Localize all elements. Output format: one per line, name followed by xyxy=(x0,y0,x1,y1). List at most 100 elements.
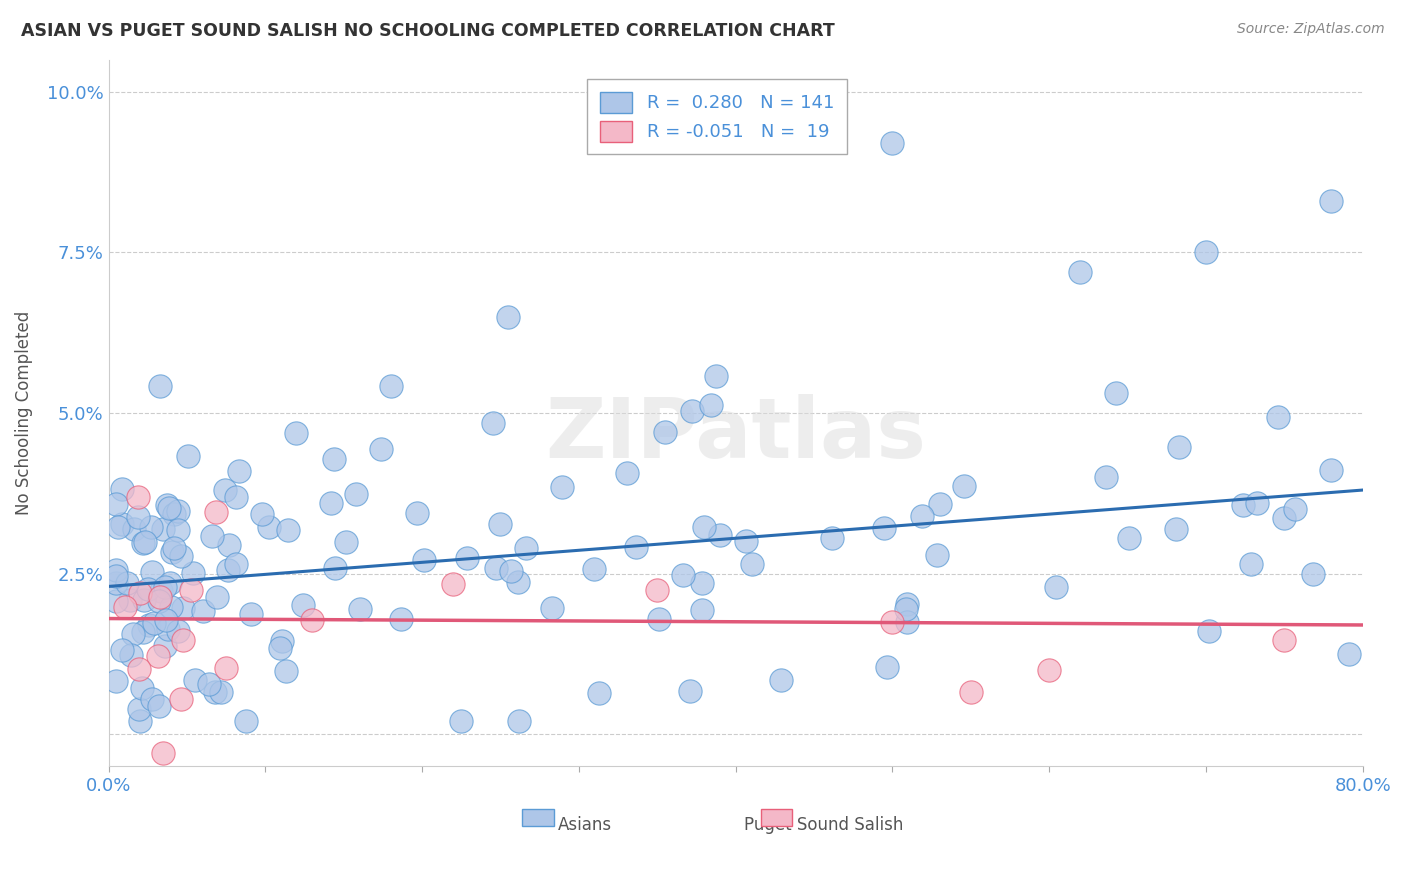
Text: Puget Sound Salish: Puget Sound Salish xyxy=(744,816,903,834)
Point xyxy=(679,684,702,698)
Point xyxy=(1320,194,1343,208)
Point xyxy=(344,486,367,500)
Point xyxy=(105,564,128,578)
Point xyxy=(624,540,647,554)
Point xyxy=(882,136,904,150)
FancyBboxPatch shape xyxy=(523,809,554,826)
Point xyxy=(128,702,150,716)
Point xyxy=(1272,632,1295,647)
Point xyxy=(141,692,163,706)
Point xyxy=(163,541,186,555)
Point xyxy=(1246,496,1268,510)
Point xyxy=(269,641,291,656)
Point xyxy=(127,509,149,524)
Point xyxy=(191,603,214,617)
Point xyxy=(132,593,155,607)
Point xyxy=(228,464,250,478)
Point xyxy=(1118,531,1140,545)
Text: Source: ZipAtlas.com: Source: ZipAtlas.com xyxy=(1237,22,1385,37)
Point xyxy=(1095,470,1118,484)
Point xyxy=(111,517,134,532)
Point xyxy=(896,602,918,616)
Point xyxy=(214,483,236,497)
Point xyxy=(225,557,247,571)
Point xyxy=(441,576,464,591)
Point xyxy=(170,691,193,706)
Point xyxy=(700,398,723,412)
Point xyxy=(323,560,346,574)
Point xyxy=(105,593,128,607)
Point xyxy=(1302,566,1324,581)
Point xyxy=(1337,647,1360,661)
Point xyxy=(959,684,981,698)
Point xyxy=(277,524,299,538)
Point xyxy=(114,599,136,614)
Point xyxy=(321,496,343,510)
Point xyxy=(127,490,149,504)
Point xyxy=(152,747,174,761)
Point xyxy=(1195,245,1218,260)
Point xyxy=(136,582,159,596)
Point xyxy=(925,548,948,562)
Point xyxy=(205,591,228,605)
Point xyxy=(122,522,145,536)
Point xyxy=(450,714,472,729)
Point xyxy=(876,659,898,673)
Point xyxy=(1198,624,1220,638)
Point xyxy=(541,601,564,615)
Point xyxy=(412,552,434,566)
Point xyxy=(204,505,226,519)
Point xyxy=(741,557,763,571)
Point xyxy=(132,535,155,549)
Point xyxy=(690,575,713,590)
Point xyxy=(111,643,134,657)
Text: ZIPatlas: ZIPatlas xyxy=(546,393,927,475)
Point xyxy=(129,714,152,729)
Point xyxy=(734,533,756,548)
Point xyxy=(270,634,292,648)
Point xyxy=(152,522,174,536)
Point xyxy=(134,535,156,549)
Point xyxy=(250,508,273,522)
Point xyxy=(129,586,152,600)
Point xyxy=(120,648,142,663)
Point xyxy=(217,563,239,577)
Point xyxy=(1232,498,1254,512)
Point xyxy=(198,677,221,691)
Point xyxy=(105,674,128,689)
Point xyxy=(389,612,412,626)
Point xyxy=(882,615,904,629)
Point xyxy=(671,567,693,582)
Point xyxy=(138,617,160,632)
Point xyxy=(204,684,226,698)
Point xyxy=(120,593,142,607)
Text: ASIAN VS PUGET SOUND SALISH NO SCHOOLING COMPLETED CORRELATION CHART: ASIAN VS PUGET SOUND SALISH NO SCHOOLING… xyxy=(21,22,835,40)
Point xyxy=(105,497,128,511)
Point xyxy=(506,575,529,590)
Point xyxy=(181,566,204,580)
Point xyxy=(257,520,280,534)
Point xyxy=(508,714,530,729)
Point xyxy=(301,613,323,627)
Point xyxy=(370,442,392,457)
Point xyxy=(380,379,402,393)
Point xyxy=(172,633,194,648)
Point xyxy=(349,602,371,616)
Point xyxy=(583,562,606,576)
Point xyxy=(1164,522,1187,536)
Point xyxy=(170,549,193,564)
Point xyxy=(128,661,150,675)
Point xyxy=(156,498,179,512)
Point xyxy=(274,664,297,678)
Point xyxy=(141,520,163,534)
Point xyxy=(654,425,676,440)
Point xyxy=(167,504,190,518)
Y-axis label: No Schooling Completed: No Schooling Completed xyxy=(15,310,32,515)
Point xyxy=(156,622,179,636)
Point xyxy=(645,582,668,597)
Point xyxy=(184,673,207,687)
Point xyxy=(160,600,183,615)
Point xyxy=(323,451,346,466)
Point xyxy=(648,612,671,626)
Point xyxy=(153,640,176,654)
